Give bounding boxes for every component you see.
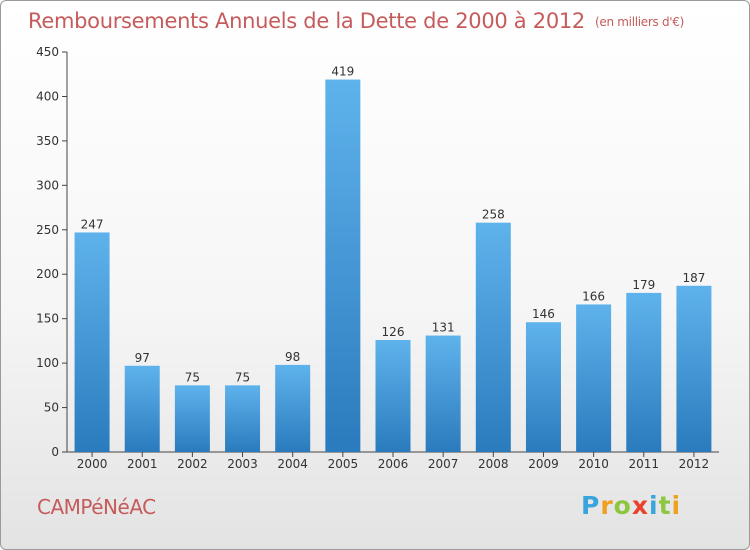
x-tick-label: 2003 [227,457,258,471]
x-tick-label: 2000 [77,457,108,471]
x-tick-label: 2004 [277,457,308,471]
bar-value-label: 97 [135,351,150,365]
bar [124,365,160,452]
bar [525,322,561,452]
y-tick-label: 200 [36,267,59,281]
bar [74,232,110,452]
bar [174,385,210,452]
bar-value-label: 146 [532,307,555,321]
y-tick-label: 250 [36,223,59,237]
logo-letter: P [581,491,601,520]
x-tick-label: 2005 [328,457,359,471]
logo-letter: x [631,491,649,520]
logo-letter: r [600,491,614,520]
logo-letter: i [671,491,682,520]
x-tick-label: 2008 [478,457,509,471]
proxiti-logo: Proxiti [581,491,681,520]
bar-value-label: 247 [81,217,104,231]
bar [225,385,261,452]
x-tick-label: 2001 [127,457,158,471]
bar-value-label: 75 [185,370,200,384]
x-tick-label: 2011 [628,457,659,471]
logo-letter: o [613,491,632,520]
bar [576,304,612,452]
x-tick-label: 2010 [578,457,609,471]
y-tick-label: 450 [36,45,59,59]
bar [626,292,662,452]
bar-value-label: 187 [682,271,705,285]
chart-title-text: Remboursements Annuels de la Dette de 20… [28,9,585,33]
bar-value-label: 131 [432,321,455,335]
x-tick-label: 2012 [679,457,710,471]
chart-title: Remboursements Annuels de la Dette de 20… [28,9,684,33]
y-tick-label: 350 [36,134,59,148]
bar-value-label: 179 [632,278,655,292]
x-tick-label: 2006 [378,457,409,471]
y-tick-label: 150 [36,312,59,326]
logo-letter: i [649,491,659,520]
y-tick-label: 0 [51,445,59,459]
bar [375,340,411,452]
bar-value-label: 126 [382,325,405,339]
chart-unit: (en milliers d'€) [595,15,685,29]
commune-name: CAMPéNéAC [37,495,156,519]
bar [475,222,511,452]
bar-value-label: 166 [582,289,605,303]
bar-value-label: 75 [235,370,250,384]
x-tick-label: 2002 [177,457,208,471]
y-tick-label: 50 [44,401,59,415]
y-tick-label: 400 [36,89,59,103]
x-tick-label: 2007 [428,457,459,471]
bar [325,79,361,453]
bar [676,285,712,452]
bar-value-label: 419 [331,65,354,79]
logo-letter: t [658,491,672,520]
y-tick-label: 300 [36,178,59,192]
y-tick-label: 100 [36,356,59,370]
bar [425,335,461,452]
bar-value-label: 258 [482,208,505,222]
x-tick-label: 2009 [528,457,559,471]
bar-value-label: 98 [285,350,300,364]
bar [275,364,311,452]
